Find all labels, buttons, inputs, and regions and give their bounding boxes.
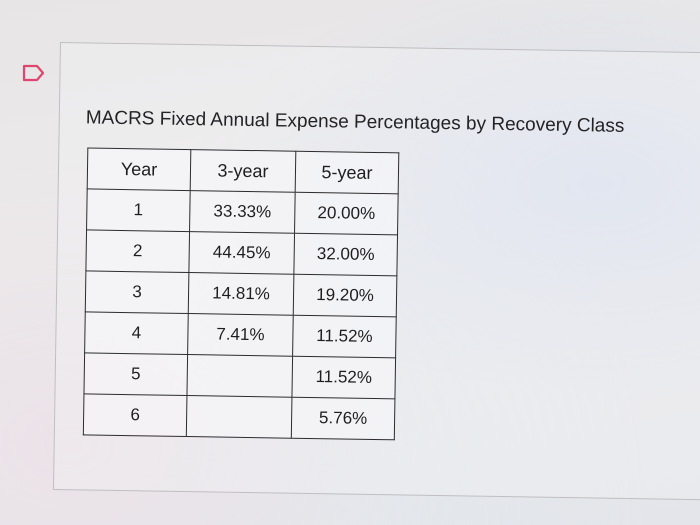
header-3-year: 3-year [190, 149, 296, 193]
question-card: MACRS Fixed Annual Expense Percentages b… [52, 42, 700, 501]
header-year: Year [87, 147, 191, 191]
table-header-row: Year 3-year 5-year [87, 147, 399, 194]
three-year-cell: 14.81% [188, 272, 294, 316]
three-year-cell: 33.33% [189, 190, 296, 234]
year-cell: 4 [84, 311, 189, 355]
table-row: 4 7.41% 11.52% [84, 311, 397, 358]
table-row: 1 33.33% 20.00% [86, 188, 399, 235]
three-year-cell [186, 354, 293, 398]
macrs-table: Year 3-year 5-year 1 33.33% 20.00% 2 44.… [82, 147, 400, 441]
table-row: 5 11.52% [83, 352, 396, 399]
year-cell: 3 [85, 270, 189, 314]
five-year-cell: 5.76% [291, 397, 395, 440]
three-year-cell [186, 395, 292, 439]
year-cell: 6 [83, 393, 187, 437]
flag-question-icon[interactable] [22, 64, 46, 82]
five-year-cell: 32.00% [293, 233, 398, 276]
year-cell: 5 [83, 352, 188, 396]
five-year-cell: 19.20% [293, 274, 397, 317]
five-year-cell: 11.52% [291, 356, 396, 399]
three-year-cell: 44.45% [188, 231, 295, 275]
header-5-year: 5-year [295, 151, 399, 194]
year-cell: 1 [86, 188, 191, 232]
five-year-cell: 20.00% [294, 192, 399, 235]
table-row: 2 44.45% 32.00% [85, 229, 398, 276]
five-year-cell: 11.52% [292, 315, 397, 358]
table-row: 3 14.81% 19.20% [85, 270, 397, 317]
table-title: MACRS Fixed Annual Expense Percentages b… [85, 107, 625, 137]
three-year-cell: 7.41% [187, 313, 294, 357]
year-cell: 2 [85, 229, 190, 273]
table-row: 6 5.76% [83, 393, 395, 440]
